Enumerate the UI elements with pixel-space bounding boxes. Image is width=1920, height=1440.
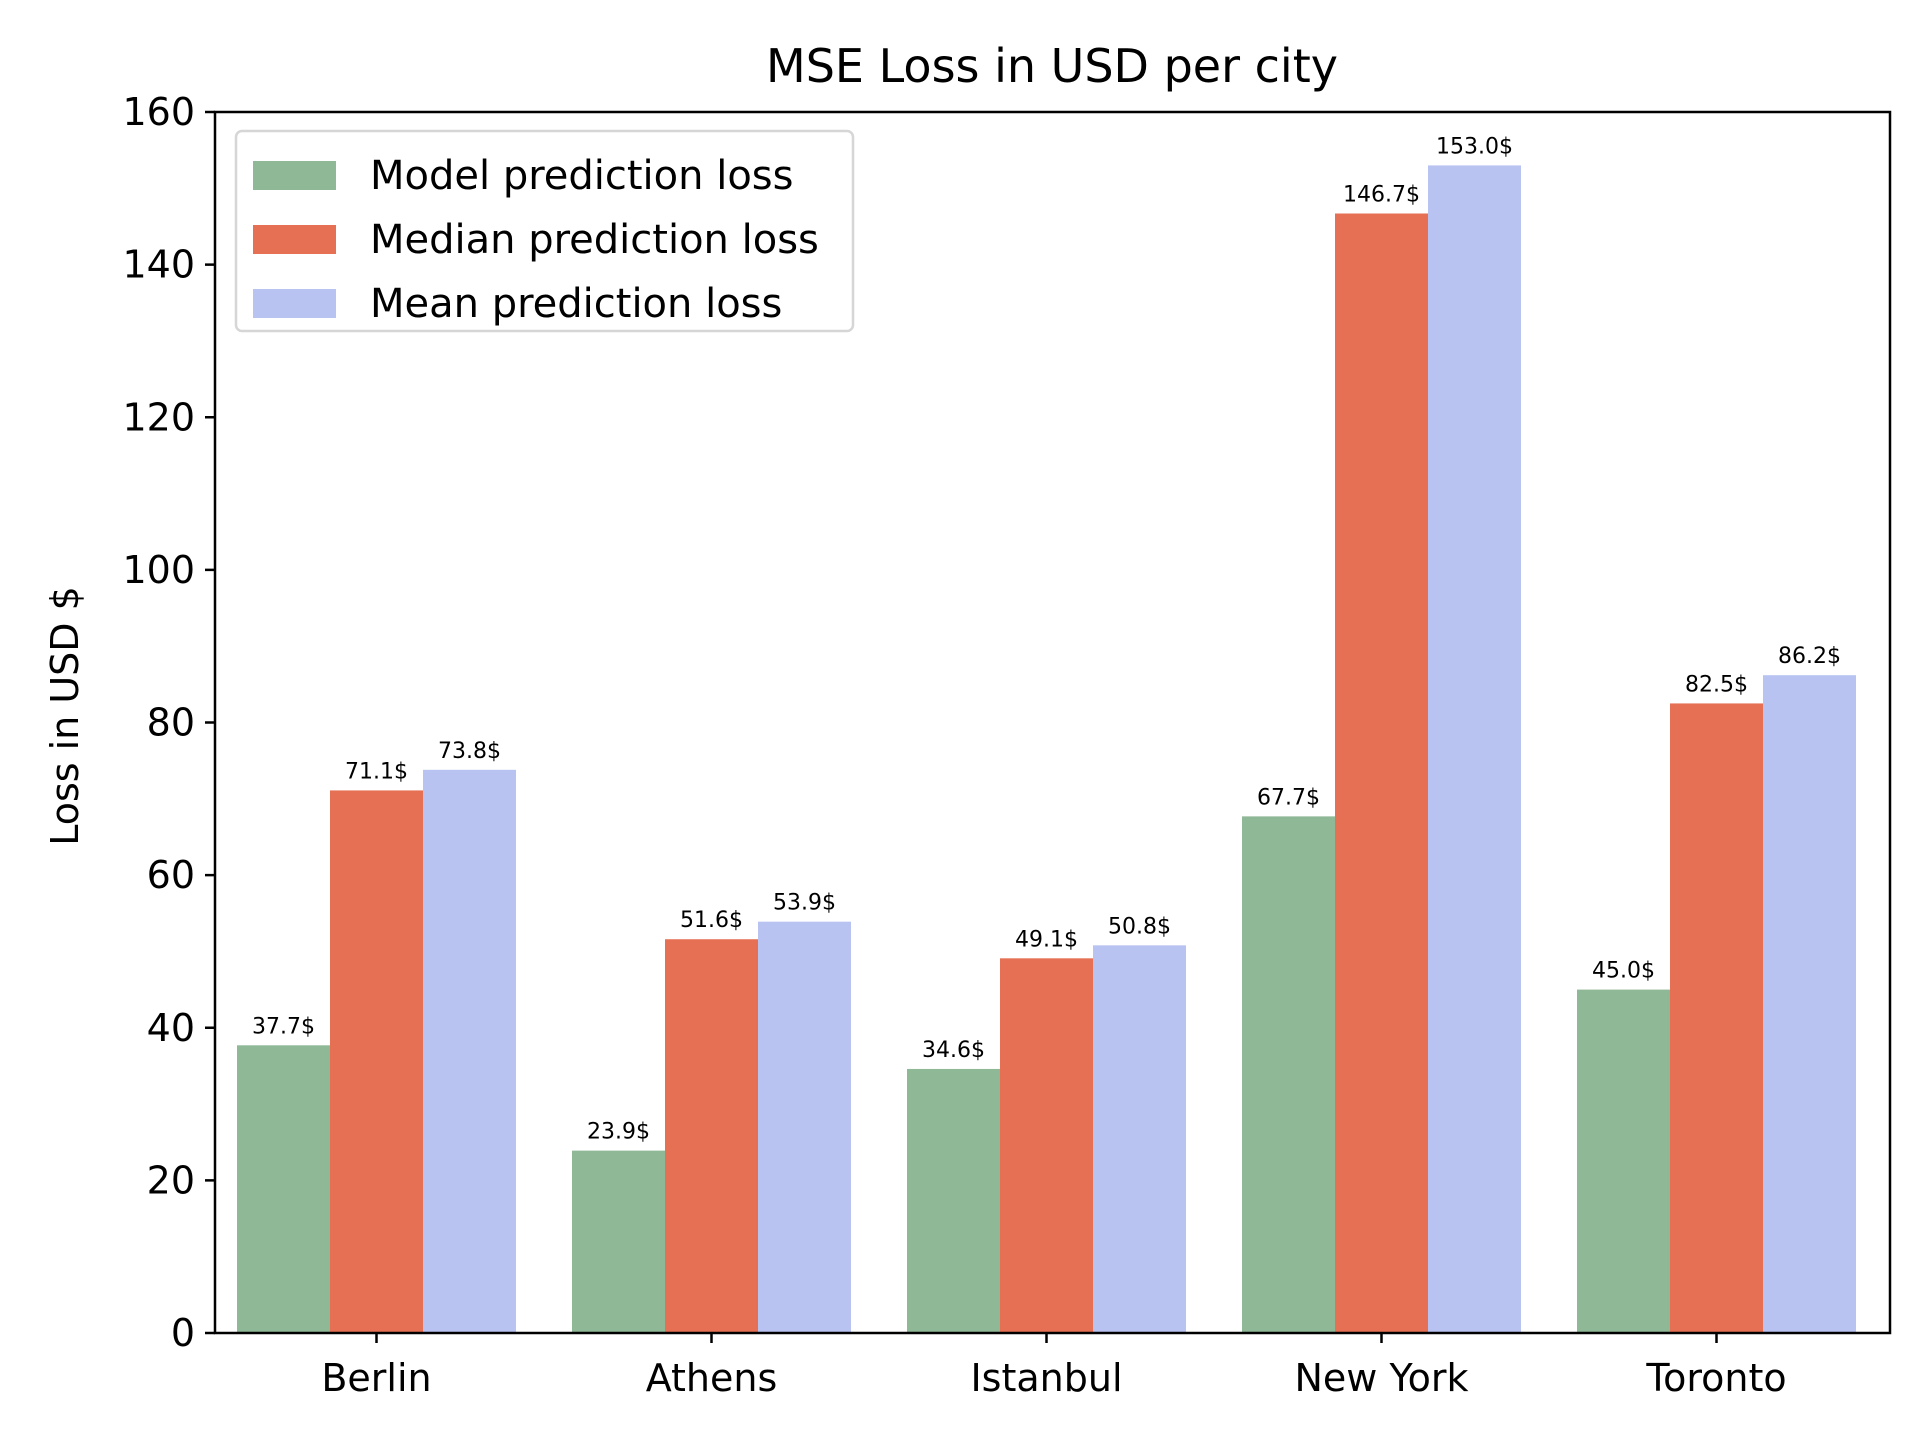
bar <box>1577 989 1670 1333</box>
x-tick-label: New York <box>1294 1356 1468 1400</box>
bar <box>1428 165 1521 1334</box>
y-tick-label: 0 <box>171 1311 195 1355</box>
bar <box>1242 816 1335 1333</box>
y-tick-label: 60 <box>147 853 195 897</box>
bar <box>1670 703 1763 1333</box>
legend-entry-label: Model prediction loss <box>370 153 793 199</box>
y-tick-label: 20 <box>147 1158 195 1202</box>
bar-value-label: 49.1$ <box>1015 927 1078 952</box>
bar <box>572 1150 665 1333</box>
bar-value-label: 53.9$ <box>773 891 836 916</box>
y-axis-label: Loss in USD $ <box>43 586 87 846</box>
bar <box>907 1068 1000 1333</box>
y-tick-label: 160 <box>122 90 195 134</box>
bar-value-label: 71.1$ <box>345 759 408 784</box>
bar <box>665 939 758 1333</box>
bar <box>1335 213 1428 1334</box>
legend-swatch <box>253 225 336 254</box>
legend-entry-label: Mean prediction loss <box>370 281 782 327</box>
legend-swatch <box>253 161 336 190</box>
bar <box>1000 958 1093 1333</box>
y-tick-label: 40 <box>147 1006 195 1050</box>
x-tick-label: Athens <box>646 1356 778 1400</box>
y-tick-label: 120 <box>122 395 195 439</box>
y-tick-label: 100 <box>122 548 195 592</box>
x-tick-label: Toronto <box>1645 1356 1786 1400</box>
y-tick-label: 80 <box>147 701 195 745</box>
legend-swatch <box>253 289 336 318</box>
y-tick-label: 140 <box>122 243 195 287</box>
bar-value-label: 34.6$ <box>922 1038 985 1063</box>
bar-value-label: 37.7$ <box>252 1014 315 1039</box>
legend-box <box>234 129 855 333</box>
bar-value-label: 73.8$ <box>438 739 501 764</box>
x-tick-label: Berlin <box>321 1356 431 1400</box>
bar <box>237 1045 330 1333</box>
bar-value-label: 146.7$ <box>1343 182 1420 207</box>
bar-value-label: 153.0$ <box>1436 134 1513 159</box>
legend-entry-label: Median prediction loss <box>370 217 819 263</box>
bar <box>1093 945 1186 1333</box>
bar <box>423 769 516 1333</box>
bar <box>758 921 851 1333</box>
legend: Model prediction loss Median prediction l… <box>234 129 855 333</box>
bar-value-label: 50.8$ <box>1108 914 1171 939</box>
bar <box>1763 675 1856 1333</box>
bar-value-label: 23.9$ <box>587 1120 650 1145</box>
bar <box>330 790 423 1333</box>
chart-title: MSE Loss in USD per city <box>766 39 1338 93</box>
bar-value-label: 86.2$ <box>1778 644 1841 669</box>
x-tick-label: Istanbul <box>970 1356 1122 1400</box>
bar-value-label: 51.6$ <box>680 908 743 933</box>
bar-value-label: 82.5$ <box>1685 672 1748 697</box>
bar-value-label: 45.0$ <box>1592 959 1655 984</box>
bar-value-label: 67.7$ <box>1257 785 1320 810</box>
plot-area: 37.7$ 23.9$ 34.6$ 67.7$ 45.0$ 71.1$ 51.6$ 49.1$… <box>122 90 1892 1400</box>
